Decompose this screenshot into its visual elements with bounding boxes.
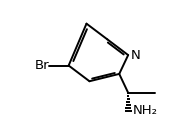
Text: NH₂: NH₂ <box>133 104 158 117</box>
Text: N: N <box>131 49 141 62</box>
Text: Br: Br <box>35 59 49 72</box>
